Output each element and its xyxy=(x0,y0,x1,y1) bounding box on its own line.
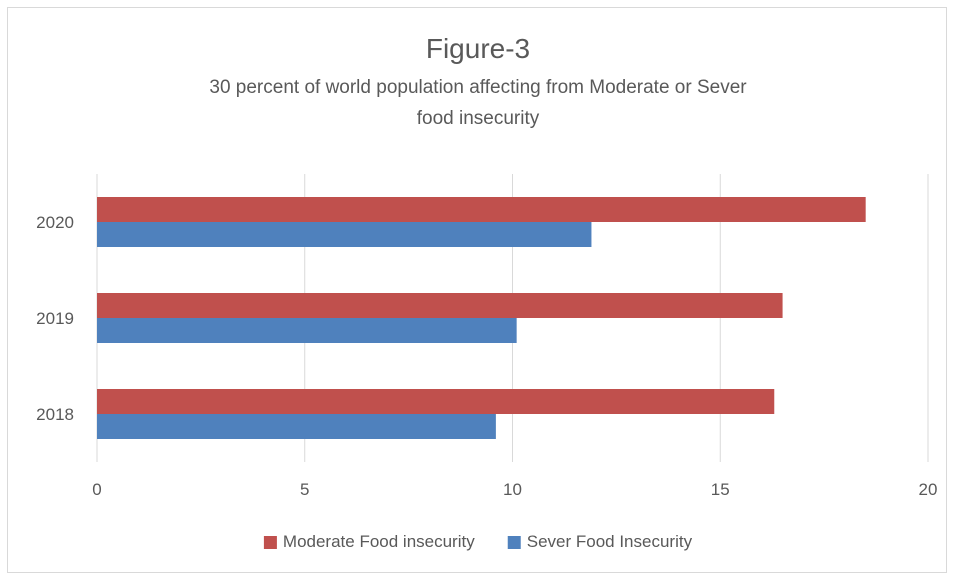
legend-swatch xyxy=(507,536,521,549)
chart-subtitle-line-1: 30 percent of world population affecting… xyxy=(209,77,747,98)
legend: Moderate Food insecurity Sever Food Insec… xyxy=(263,532,693,551)
bar-2018-series-1 xyxy=(97,414,496,439)
y-axis-ticks: 2018 2019 2020 xyxy=(36,213,74,424)
chart-subtitle-line-2: food insecurity xyxy=(417,108,540,129)
legend-swatch xyxy=(263,536,277,549)
y-tick-label: 2019 xyxy=(36,309,74,328)
x-tick-label: 15 xyxy=(711,480,730,499)
bar-2020-series-0 xyxy=(97,197,866,222)
x-tick-label: 10 xyxy=(503,480,522,499)
legend-label: Sever Food Insecurity xyxy=(527,532,693,551)
x-axis-ticks: 0 5 10 15 20 xyxy=(92,480,937,499)
x-tick-label: 20 xyxy=(919,480,938,499)
bar-2019-series-0 xyxy=(97,293,783,318)
chart-title: Figure-3 xyxy=(426,33,530,64)
bars xyxy=(97,197,866,439)
y-tick-label: 2018 xyxy=(36,405,74,424)
bar-2019-series-1 xyxy=(97,318,517,343)
bar-2018-series-0 xyxy=(97,389,775,414)
x-tick-label: 5 xyxy=(300,480,309,499)
legend-label: Moderate Food insecurity xyxy=(283,532,475,551)
x-tick-label: 0 xyxy=(92,480,101,499)
y-tick-label: 2020 xyxy=(36,213,74,232)
legend-item-1: Sever Food Insecurity xyxy=(507,532,693,551)
legend-item-0: Moderate Food insecurity xyxy=(263,532,475,551)
chart-frame xyxy=(7,7,947,573)
bar-2020-series-1 xyxy=(97,222,592,247)
